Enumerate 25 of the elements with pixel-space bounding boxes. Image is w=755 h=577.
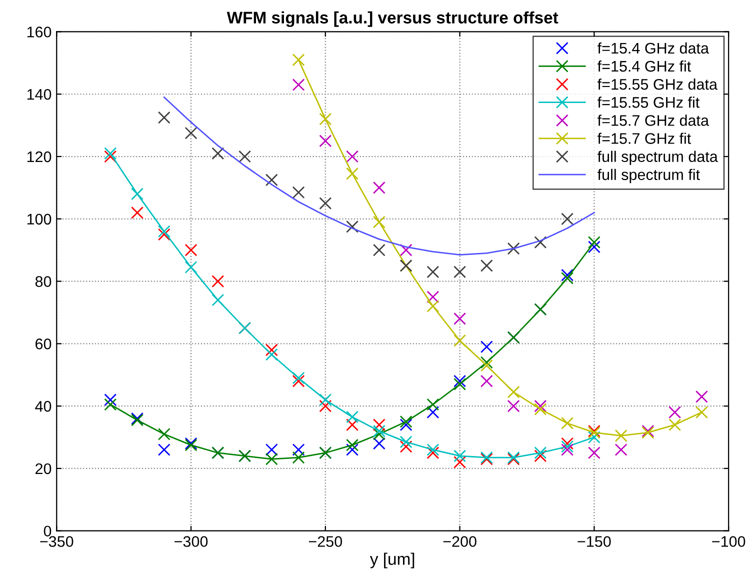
y-tick-label: 140: [27, 88, 52, 100]
x-axis-title: y [um]: [370, 552, 414, 568]
legend-label: f=15.55 GHz fit: [598, 96, 700, 108]
legend-label: full spectrum data: [598, 150, 718, 166]
x-tick-label: −100: [712, 536, 746, 547]
y-tick-label: 160: [27, 26, 52, 38]
y-tick-label: 40: [35, 400, 52, 412]
y-tick-label: 100: [27, 214, 52, 225]
legend-label: f=15.7 GHz fit: [598, 132, 692, 144]
x-tick-label: −250: [308, 536, 342, 547]
x-tick-label: −300: [174, 536, 208, 547]
y-tick-label: 0: [44, 526, 52, 537]
y-tick-label: 80: [35, 276, 52, 287]
y-tick-label: 120: [27, 151, 52, 162]
x-tick-label: −350: [40, 536, 74, 547]
chart-title: WFM signals [a.u.] versus structure offset: [226, 11, 558, 27]
legend-label: f=15.55 GHz data: [598, 78, 718, 90]
legend-label: f=15.7 GHz data: [598, 114, 709, 126]
legend-label: f=15.4 GHz fit: [598, 60, 692, 72]
x-tick-label: −150: [578, 536, 611, 547]
x-tick-label: −200: [443, 536, 476, 547]
y-tick-label: 20: [36, 463, 52, 474]
legend-label: f=15.4 GHz data: [598, 42, 709, 54]
y-tick-label: 60: [36, 338, 52, 350]
legend-label: full spectrum fit: [598, 168, 700, 184]
